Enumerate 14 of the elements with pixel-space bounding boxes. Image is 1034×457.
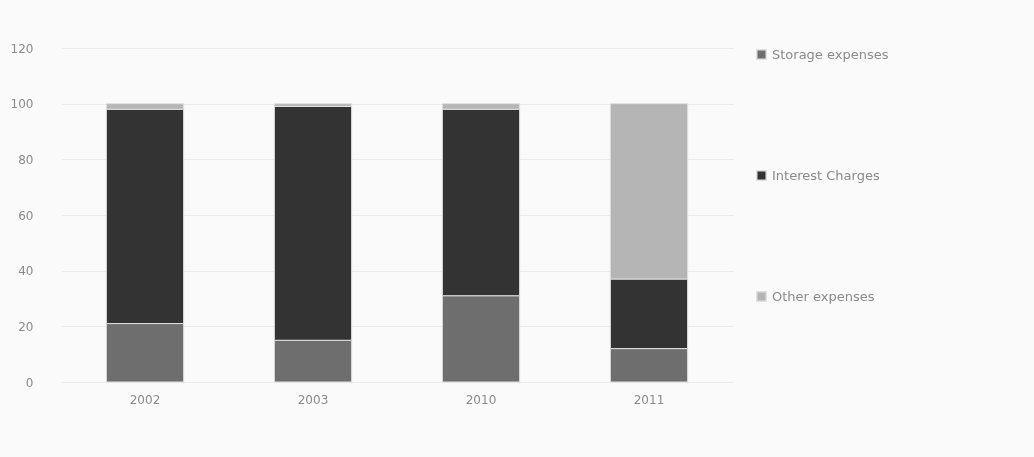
legend-label: Interest Charges (772, 167, 880, 183)
y-tick-label: 120 (10, 41, 34, 56)
y-tick-label: 60 (18, 208, 34, 223)
legend-label: Storage expenses (772, 46, 889, 62)
x-tick-label: 2003 (297, 392, 329, 407)
y-tick-label: 0 (25, 375, 34, 390)
y-tick-label: 40 (18, 264, 34, 279)
y-tick-label: 20 (18, 319, 34, 334)
x-tick-label: 2002 (129, 392, 161, 407)
y-tick-label: 100 (10, 97, 34, 112)
legend-label: Other expenses (772, 288, 875, 304)
y-tick-label: 80 (18, 152, 34, 167)
x-tick-label: 2011 (633, 392, 665, 407)
x-tick-label: 2010 (465, 392, 497, 407)
